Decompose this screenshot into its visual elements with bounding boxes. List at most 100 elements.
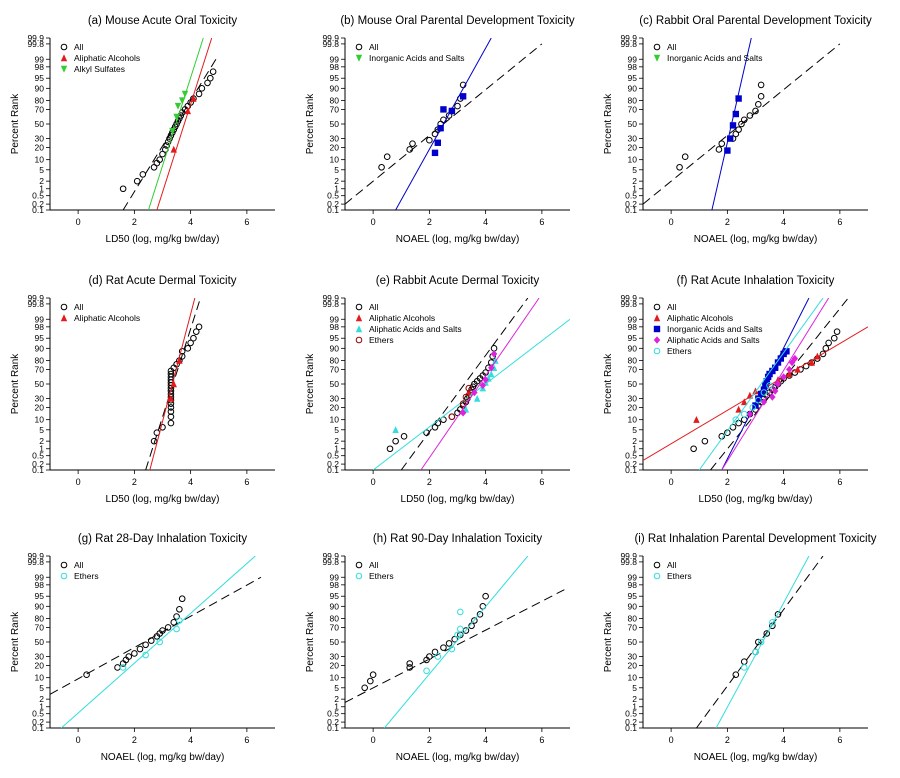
legend-marker <box>653 561 661 569</box>
x-tick-label: 0 <box>669 735 674 745</box>
data-point <box>780 373 787 381</box>
chart-panel-7: (g) Rat 28-Day Inhalation Toxicity 0.10.2… <box>10 533 275 763</box>
y-tick-label: 99.8 <box>27 39 44 49</box>
y-tick-label: 0.2 <box>625 459 637 469</box>
y-tick-label: 95 <box>35 591 45 601</box>
y-tick-label: 99.9 <box>27 551 44 561</box>
y-tick-label: 99.8 <box>27 557 44 567</box>
chart-panel-6: (f) Rat Acute Inhalation Toxicity0.10.20… <box>603 275 868 505</box>
legend-label: Ethers <box>667 346 692 356</box>
data-point <box>459 409 467 417</box>
data-point <box>167 419 175 427</box>
y-axis-label: Percent Rank <box>305 353 316 415</box>
y-tick-label: 50 <box>628 637 638 647</box>
y-tick-label: 20 <box>330 660 340 670</box>
y-axis-label: Percent Rank <box>10 93 21 155</box>
x-tick-label: 2 <box>132 217 137 227</box>
data-point <box>170 145 177 153</box>
fit-line <box>372 318 570 470</box>
legend-marker <box>60 65 68 73</box>
x-tick-label: 6 <box>837 735 842 745</box>
data-point <box>732 671 740 678</box>
y-tick-label: 99.9 <box>620 551 637 561</box>
y-tick-label: 2 <box>334 176 339 186</box>
data-point <box>192 328 200 335</box>
legend-label: All <box>369 560 379 570</box>
y-tick-label: 1 <box>632 702 637 712</box>
legend-marker <box>355 325 363 333</box>
data-point <box>114 664 121 671</box>
x-tick-label: 6 <box>539 217 544 227</box>
data-point <box>462 393 470 401</box>
y-tick-label: 30 <box>628 394 638 404</box>
legend-label: Aliphatic Alcohols <box>74 53 140 63</box>
fit-line <box>696 556 824 728</box>
y-tick-label: 50 <box>35 119 45 129</box>
data-point <box>457 625 464 633</box>
fit-line <box>643 43 841 205</box>
y-tick-label: 95 <box>330 73 340 83</box>
y-tick-label: 0.1 <box>625 205 637 215</box>
y-tick-label: 10 <box>628 155 638 165</box>
data-point <box>147 637 155 644</box>
data-point <box>178 348 186 355</box>
series-aliphatic-alcohols <box>149 298 196 470</box>
y-tick-label: 0.5 <box>327 191 339 201</box>
data-point <box>119 185 127 193</box>
data-point <box>786 365 793 374</box>
data-point <box>454 631 461 639</box>
data-point <box>735 405 742 413</box>
y-tick-label: 90 <box>628 83 638 93</box>
y-tick-label: 99.9 <box>322 33 339 43</box>
y-tick-label: 0.2 <box>625 199 637 209</box>
data-point <box>156 156 163 163</box>
y-tick-label: 50 <box>35 379 45 389</box>
chart-panel-4: (d) Rat Acute Dermal Toxicity0.10.20.512… <box>10 275 275 505</box>
data-point <box>755 396 762 404</box>
data-point <box>195 90 203 98</box>
x-axis-label: NOAEL (log, mg/kg bw/day) <box>694 234 818 245</box>
y-tick-label: 0.5 <box>32 709 44 719</box>
x-tick-label: 6 <box>539 735 544 745</box>
y-tick-label: 99.9 <box>27 33 44 43</box>
data-point <box>482 376 489 384</box>
chart-panel-2: (b) Mouse Oral Parental Development Toxi… <box>305 15 575 245</box>
y-tick-label: 98 <box>330 322 340 332</box>
data-point <box>479 381 487 390</box>
y-tick-label: 20 <box>35 402 45 412</box>
y-tick-label: 30 <box>330 652 340 662</box>
data-point <box>426 136 433 144</box>
data-point <box>769 619 776 626</box>
chart-panel-5: (e) Rabbit Acute Dermal Toxicity 0.10.20.… <box>305 275 570 505</box>
y-tick-label: 1 <box>632 444 637 454</box>
legend-marker <box>653 336 661 344</box>
y-tick-label: 99.8 <box>620 557 637 567</box>
data-point <box>445 640 453 647</box>
y-tick-label: 98 <box>628 322 638 332</box>
y-tick-label: 5 <box>39 165 44 175</box>
legend-marker <box>653 347 661 355</box>
series-all <box>345 589 565 703</box>
x-axis-label: LD50 (log, mg/kg bw/day) <box>699 494 813 505</box>
data-point <box>763 378 770 385</box>
y-tick-label: 99.9 <box>620 293 637 303</box>
fit-line <box>147 38 204 210</box>
y-tick-label: 0.5 <box>32 451 44 461</box>
legend-label: All <box>74 560 84 570</box>
x-tick-label: 4 <box>483 217 488 227</box>
data-point <box>173 113 180 121</box>
series-aliphatic-acids-and-salts <box>721 298 830 470</box>
data-point <box>465 384 473 392</box>
series-unnamed <box>711 38 752 210</box>
y-tick-label: 5 <box>39 683 44 693</box>
y-tick-label: 2 <box>632 694 637 704</box>
y-tick-label: 10 <box>330 415 340 425</box>
chart-title: (f) Rat Acute Inhalation Toxicity <box>677 275 835 287</box>
y-tick-label: 1 <box>39 184 44 194</box>
data-point <box>392 437 399 445</box>
data-point <box>181 90 189 98</box>
data-point <box>482 592 489 600</box>
data-point <box>184 345 192 352</box>
x-axis-label: NOAEL (log, mg/kg bw/day) <box>396 234 520 245</box>
y-tick-label: 98 <box>35 62 45 72</box>
